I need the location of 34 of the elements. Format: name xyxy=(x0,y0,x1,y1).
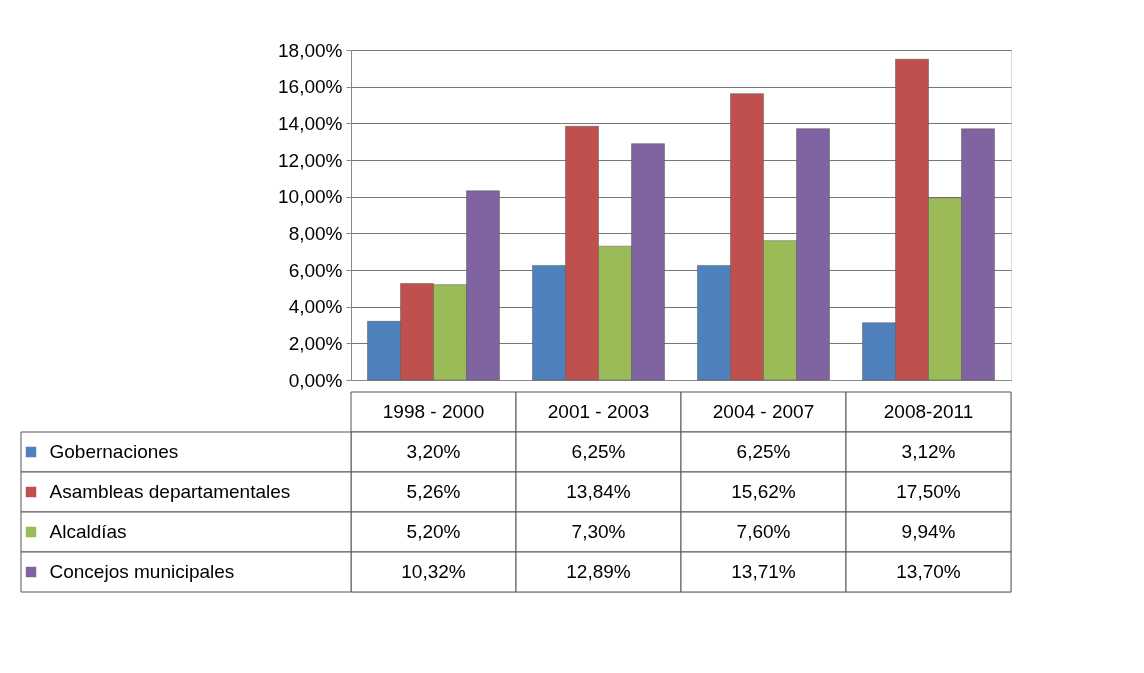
data-label: 7,60% xyxy=(736,521,791,542)
x-tick-label: 1998 - 2000 xyxy=(382,401,485,422)
y-tick-label: 16,00% xyxy=(278,76,343,98)
x-tick-label: 2008-2011 xyxy=(883,401,974,422)
x-tick-label: 2001 - 2003 xyxy=(547,401,650,422)
y-tick-label: 8,00% xyxy=(288,222,343,244)
y-tick-label: 2,00% xyxy=(288,332,343,354)
data-label: 10,32% xyxy=(401,561,466,582)
x-tick-label: 2004 - 2007 xyxy=(712,401,815,422)
data-label: 15,62% xyxy=(731,481,796,502)
y-tick-label: 12,00% xyxy=(278,149,343,171)
legend-label: Alcaldías xyxy=(49,521,127,542)
data-label: 13,70% xyxy=(896,561,961,582)
data-label: 13,84% xyxy=(566,481,631,502)
data-label: 12,89% xyxy=(566,561,631,582)
data-label: 7,30% xyxy=(571,521,626,542)
data-label: 13,71% xyxy=(731,561,796,582)
data-label: 6,25% xyxy=(736,441,791,462)
data-label: 3,12% xyxy=(901,441,956,462)
y-tick-label: 4,00% xyxy=(288,296,343,318)
legend-label: Concejos municipales xyxy=(49,561,235,582)
legend-label: Gobernaciones xyxy=(49,441,179,462)
data-label: 9,94% xyxy=(901,521,956,542)
data-label: 3,20% xyxy=(406,441,461,462)
data-label: 5,20% xyxy=(406,521,461,542)
y-tick-label: 14,00% xyxy=(278,112,343,134)
data-label: 6,25% xyxy=(571,441,626,462)
y-tick-label: 18,00% xyxy=(278,39,343,61)
data-label: 17,50% xyxy=(896,481,961,502)
y-tick-label: 6,00% xyxy=(288,259,343,281)
legend-label: Asambleas departamentales xyxy=(49,481,291,502)
data-label: 5,26% xyxy=(406,481,461,502)
y-tick-label: 10,00% xyxy=(278,186,343,208)
y-tick-label: 0,00% xyxy=(288,369,343,391)
